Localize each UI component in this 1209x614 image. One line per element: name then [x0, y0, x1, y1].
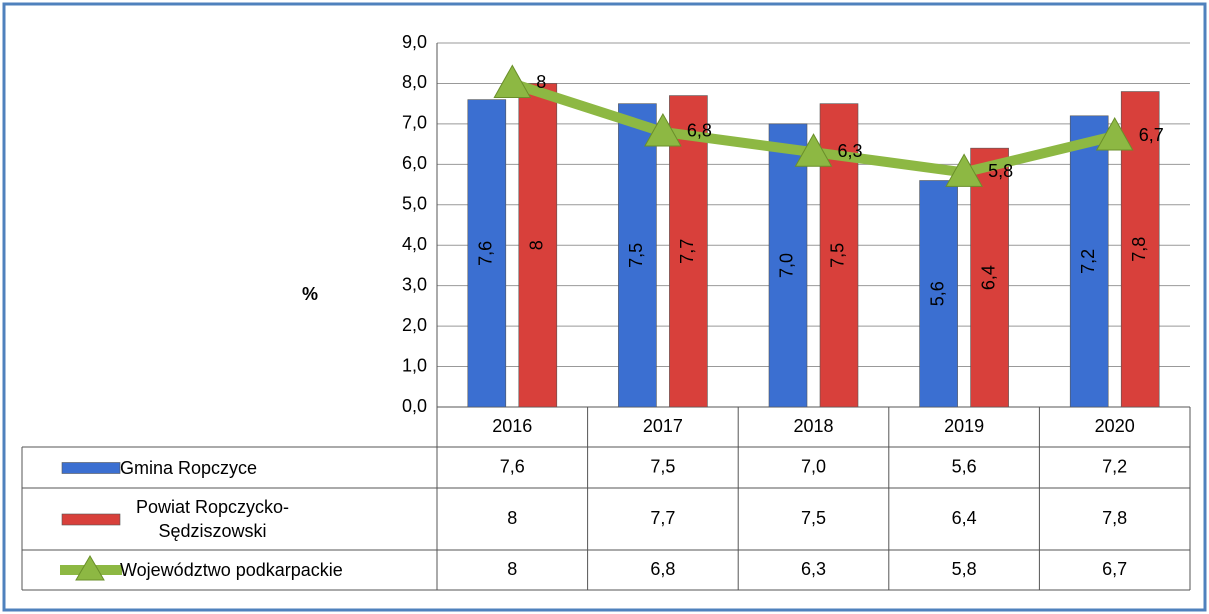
table-cell: 7,0 — [801, 456, 826, 476]
table-cell: 6,8 — [650, 559, 675, 579]
bar — [618, 103, 657, 408]
table-cell: 5,6 — [952, 456, 977, 476]
bar — [1069, 115, 1109, 408]
category-label: 2019 — [944, 416, 984, 436]
legend-key — [61, 513, 121, 526]
bar — [970, 147, 1009, 408]
legend-entry: Gmina Ropczyce — [120, 457, 258, 478]
table-cell: 8 — [507, 559, 517, 579]
line-marker — [644, 112, 682, 147]
bar — [669, 95, 708, 408]
y-tick-label: 8,0 — [402, 72, 427, 92]
table-cell: 8 — [507, 508, 517, 528]
legend-label: Gmina Ropczyce — [120, 457, 258, 478]
line-value-label: 6,7 — [1139, 125, 1164, 145]
bar — [768, 123, 808, 408]
line-value-label: 6,8 — [687, 121, 712, 141]
table-cell: 7,5 — [650, 456, 675, 476]
legend-entry: Powiat Ropczycko-Sędziszowski — [135, 497, 290, 541]
y-axis-label: % — [302, 284, 318, 304]
y-tick-label: 1,0 — [402, 355, 427, 375]
category-label: 2018 — [793, 416, 833, 436]
legend-key-marker — [75, 555, 105, 581]
line-value-label: 6,3 — [838, 141, 863, 161]
bar-value-label: 7,5 — [828, 243, 848, 268]
bar-value-label: 6,4 — [978, 265, 998, 290]
legend-entry: Województwo podkarpackie — [120, 560, 343, 580]
line-marker — [1095, 117, 1134, 151]
bar-value-label: 7,0 — [777, 253, 797, 278]
line-value-label: 5,8 — [988, 161, 1013, 181]
y-tick-label: 3,0 — [402, 274, 427, 294]
table-cell: 5,8 — [952, 559, 977, 579]
table-cell: 6,7 — [1102, 559, 1127, 579]
y-tick-label: 4,0 — [402, 234, 427, 254]
bar — [518, 83, 558, 408]
bar-value-label: 7,6 — [476, 241, 496, 266]
bar-value-label: 7,2 — [1078, 249, 1098, 274]
table-cell: 7,6 — [500, 456, 525, 476]
legend-key — [61, 462, 121, 474]
line-marker — [945, 153, 983, 187]
legend-label: Powiat Ropczycko-Sędziszowski — [135, 497, 290, 541]
line-marker — [794, 133, 833, 167]
y-tick-label: 9,0 — [402, 32, 427, 52]
y-tick-label: 5,0 — [402, 194, 427, 214]
table-cell: 6,4 — [952, 508, 977, 528]
bar-value-label: 8 — [527, 240, 547, 250]
category-label: 2020 — [1095, 416, 1135, 436]
y-tick-label: 2,0 — [402, 315, 427, 335]
category-label: 2016 — [492, 416, 532, 436]
line-value-label: 8 — [536, 72, 546, 92]
bar — [467, 99, 507, 408]
y-tick-label: 7,0 — [402, 113, 427, 133]
y-tick-label: 0,0 — [402, 396, 427, 416]
table-cell: 7,7 — [650, 508, 675, 528]
table-cell: 7,2 — [1102, 456, 1127, 476]
y-tick-label: 6,0 — [402, 153, 427, 173]
legend-label: Województwo podkarpackie — [120, 560, 343, 580]
table-cell: 6,3 — [801, 559, 826, 579]
bar-value-label: 5,6 — [927, 281, 947, 306]
bar-value-label: 7,5 — [626, 243, 646, 268]
table-cell: 7,8 — [1102, 508, 1127, 528]
bar-value-label: 7,7 — [677, 239, 697, 264]
line-marker — [493, 64, 532, 98]
bar-value-label: 7,8 — [1129, 237, 1149, 262]
bar — [919, 180, 958, 408]
category-label: 2017 — [643, 416, 683, 436]
table-cell: 7,5 — [801, 508, 826, 528]
